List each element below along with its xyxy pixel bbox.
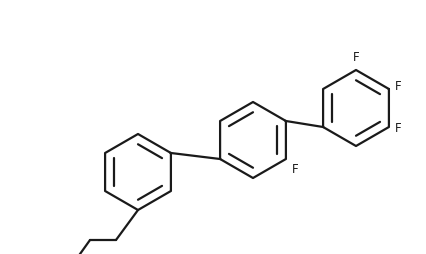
Text: F: F xyxy=(395,81,402,93)
Text: F: F xyxy=(353,51,359,64)
Text: F: F xyxy=(395,122,402,135)
Text: F: F xyxy=(292,163,299,176)
